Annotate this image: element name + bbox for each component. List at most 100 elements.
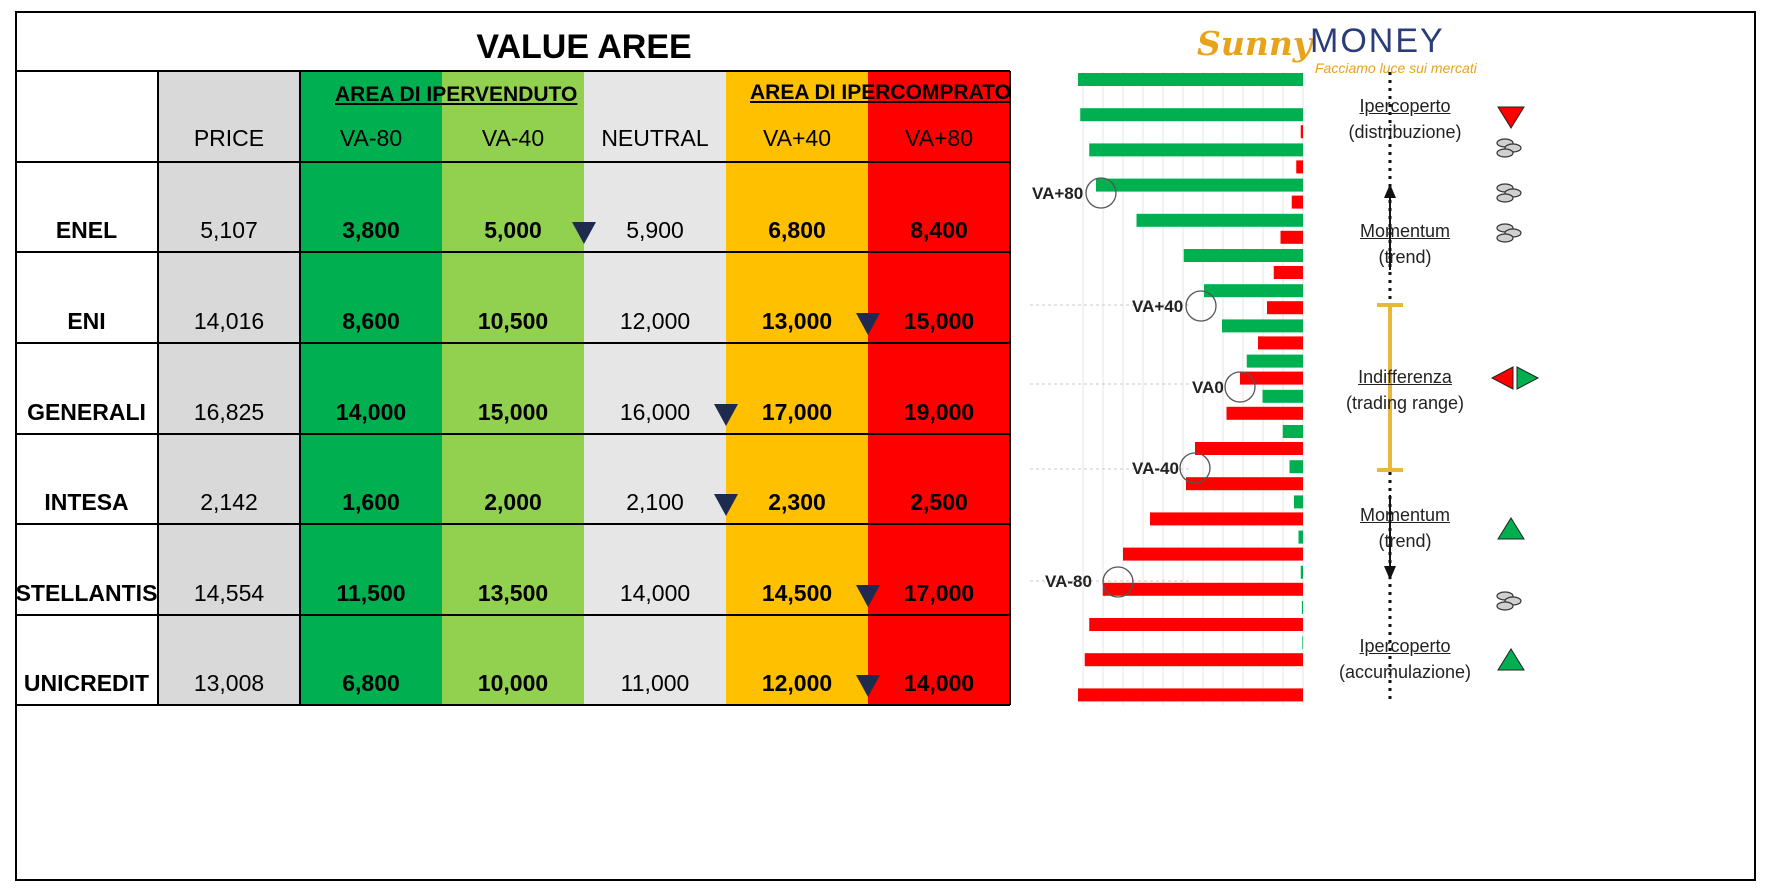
- column-header-va-minus-40: VA-40: [481, 125, 545, 151]
- cell-va-minus-40: 5,000: [484, 217, 542, 243]
- zone-label: Ipercoperto (distribuzione): [1330, 93, 1480, 145]
- area-label-oversold: AREA DI IPERVENDUTO: [335, 83, 578, 106]
- cell-va-minus-40: 10,000: [477, 670, 549, 696]
- table-hline: [15, 433, 1010, 435]
- table-hline: [15, 70, 1010, 72]
- zone-label-line2: (trend): [1378, 247, 1432, 267]
- zone-label-line2: (trading range): [1345, 393, 1465, 413]
- cell-va-plus-40: 17,000: [761, 399, 833, 425]
- table-vline: [299, 71, 301, 705]
- table-hline: [15, 161, 1010, 163]
- column-bg-va-minus-40: [442, 71, 584, 705]
- area-label-overbought: AREA DI IPERCOMPRATO: [750, 81, 1011, 104]
- cell-price: 14,016: [193, 308, 265, 334]
- column-header-va-plus-40: VA+40: [763, 125, 831, 151]
- zone-label-line2: (distribuzione): [1348, 122, 1462, 142]
- column-bg-va-plus-40: [726, 71, 868, 705]
- cell-stock: UNICREDIT: [23, 670, 150, 696]
- cell-va-plus-80: 2,500: [910, 489, 968, 515]
- zone-label: Indifferenza (trading range): [1330, 364, 1480, 416]
- zone-label-line1: Ipercoperto: [1359, 636, 1451, 656]
- column-bg-neutral: [584, 71, 726, 705]
- cell-va-plus-40: 6,800: [768, 217, 826, 243]
- zone-label: Momentum (trend): [1330, 502, 1480, 554]
- cell-va-minus-40: 13,500: [477, 580, 549, 606]
- cell-va-plus-80: 14,000: [903, 670, 975, 696]
- logo-brand-b: MONEY: [1310, 22, 1445, 60]
- cell-va-minus-80: 11,500: [336, 580, 406, 606]
- cell-price: 16,825: [193, 399, 265, 425]
- zone-label-line1: Momentum: [1359, 505, 1451, 525]
- column-bg-va-plus-80: [868, 71, 1010, 705]
- cell-va-minus-80: 1,600: [342, 489, 400, 515]
- cell-price: 5,107: [200, 217, 258, 243]
- cell-stock: STELLANTIS: [15, 580, 158, 606]
- price-marker-icon: [572, 222, 596, 244]
- cell-va-plus-80: 17,000: [903, 580, 975, 606]
- logo: Sunny MONEY Facciamo luce sui mercati: [1197, 20, 1477, 76]
- cell-va-plus-80: 8,400: [910, 217, 968, 243]
- table-hline: [15, 342, 1010, 344]
- cell-stock: INTESA: [44, 489, 129, 515]
- cell-va-plus-40: 14,500: [761, 580, 833, 606]
- price-marker-icon: [856, 313, 880, 335]
- zone-label-line2: (trend): [1378, 531, 1432, 551]
- va-level-tag: VA+40: [1132, 297, 1184, 316]
- cell-va-plus-80: 19,000: [903, 399, 975, 425]
- page-title: VALUE AREE: [476, 28, 692, 66]
- outer-frame: [15, 11, 1756, 881]
- va-level-tag: VA0: [1192, 378, 1224, 397]
- cell-price: 14,554: [193, 580, 265, 606]
- cell-stock: GENERALI: [27, 399, 146, 425]
- zone-label-line1: Indifferenza: [1358, 367, 1452, 387]
- cell-va-minus-80: 6,800: [342, 670, 400, 696]
- column-header-va-minus-80: VA-80: [339, 125, 403, 151]
- cell-va-plus-80: 15,000: [903, 308, 975, 334]
- cell-neutral: 14,000: [619, 580, 691, 606]
- cell-neutral: 12,000: [619, 308, 691, 334]
- column-bg-va-minus-80: [300, 71, 442, 705]
- zone-label: Momentum (trend): [1330, 218, 1480, 270]
- table-hline: [15, 704, 1010, 706]
- cell-va-minus-40: 10,500: [477, 308, 549, 334]
- zone-label-line2: (accumulazione): [1338, 662, 1472, 682]
- cell-stock: ENI: [67, 308, 106, 334]
- cell-neutral: 16,000: [619, 399, 691, 425]
- cell-neutral: 2,100: [626, 489, 684, 515]
- column-bg-price: [158, 71, 300, 705]
- cell-neutral: 11,000: [620, 670, 690, 696]
- cell-va-minus-40: 2,000: [484, 489, 542, 515]
- price-marker-icon: [856, 585, 880, 607]
- column-header-price: PRICE: [193, 125, 265, 151]
- price-marker-icon: [714, 494, 738, 516]
- va-level-tag: VA-40: [1132, 459, 1179, 478]
- table-hline: [15, 614, 1010, 616]
- va-level-tag: VA-80: [1045, 572, 1092, 591]
- cell-va-plus-40: 13,000: [761, 308, 833, 334]
- cell-price: 2,142: [200, 489, 258, 515]
- va-level-tag: VA+80: [1032, 184, 1084, 203]
- cell-va-minus-80: 3,800: [342, 217, 400, 243]
- cell-stock: ENEL: [55, 217, 118, 243]
- cell-va-plus-40: 12,000: [761, 670, 833, 696]
- zone-label: Ipercoperto (accumulazione): [1330, 633, 1480, 685]
- cell-va-minus-40: 15,000: [477, 399, 549, 425]
- cell-price: 13,008: [193, 670, 265, 696]
- zone-label-line1: Momentum: [1359, 221, 1451, 241]
- zone-label-line1: Ipercoperto: [1359, 96, 1451, 116]
- logo-brand-a: Sunny: [1197, 24, 1312, 63]
- price-marker-icon: [714, 404, 738, 426]
- cell-va-minus-80: 8,600: [342, 308, 400, 334]
- table-vline: [157, 71, 159, 705]
- price-marker-icon: [856, 675, 880, 697]
- table-hline: [15, 523, 1010, 525]
- logo-tagline: Facciamo luce sui mercati: [1315, 60, 1477, 76]
- table-hline: [15, 251, 1010, 253]
- column-header-va-plus-80: VA+80: [905, 125, 973, 151]
- cell-va-minus-80: 14,000: [335, 399, 407, 425]
- table-vline: [1009, 71, 1011, 705]
- cell-va-plus-40: 2,300: [768, 489, 826, 515]
- column-header-neutral: NEUTRAL: [601, 125, 709, 151]
- cell-neutral: 5,900: [626, 217, 684, 243]
